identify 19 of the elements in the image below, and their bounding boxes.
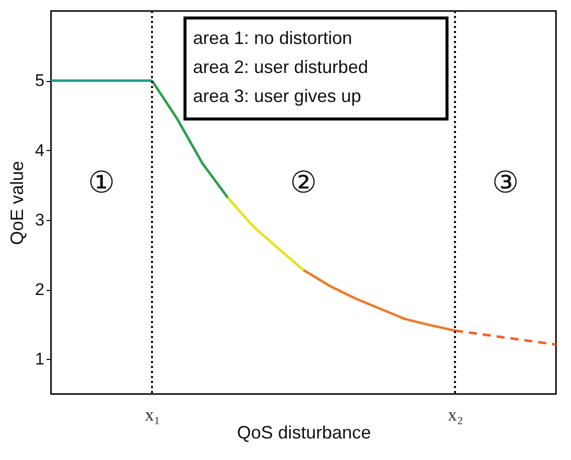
line-series (454, 329, 558, 346)
x-tick-label: x₁ (144, 404, 160, 424)
annotation: ② (290, 165, 317, 200)
line-series (226, 196, 305, 272)
annotation: area 3: user gives up (193, 86, 362, 106)
annotation: ① (88, 165, 115, 200)
annotation: area 2: user disturbed (193, 57, 368, 77)
line-series (150, 79, 229, 199)
y-axis-title: QoE value (7, 160, 28, 246)
y-tick-label: 4 (35, 140, 44, 160)
annotation: ③ (492, 165, 519, 200)
x-tick-label: x₂ (448, 404, 464, 424)
y-tick-label: 3 (35, 210, 44, 230)
y-tick-label: 2 (35, 280, 44, 300)
y-tick-label: 1 (35, 350, 44, 369)
line-series (302, 268, 456, 332)
annotation: area 1: no distortion (193, 28, 352, 48)
x-axis-title: QoS disturbance (236, 422, 372, 442)
y-tick-label: 5 (35, 71, 44, 90)
